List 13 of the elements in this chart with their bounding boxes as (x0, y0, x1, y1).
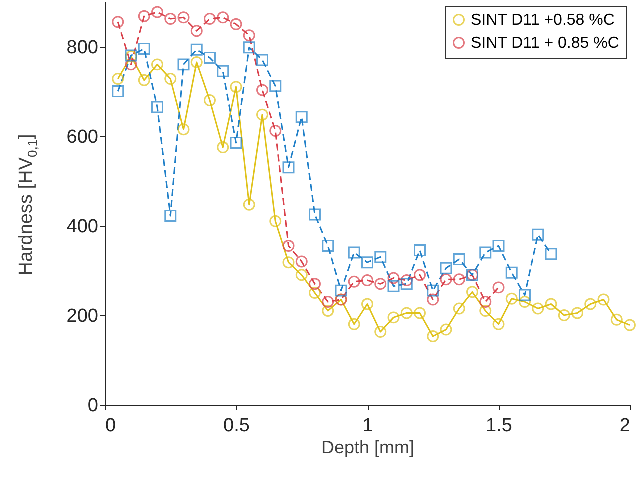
x-tick-label: 1 (362, 416, 374, 436)
y-tick-label: 600 (66, 126, 98, 148)
legend-label: SINT D11 +0.58 %C (471, 12, 615, 29)
x-axis-title: Depth [mm] (321, 438, 415, 458)
y-tick-label: 200 (66, 306, 98, 327)
y-tick-label: 800 (66, 37, 98, 58)
x-tick-label: 2 (620, 416, 630, 436)
y-tick-label: 0 (88, 396, 98, 416)
y-tick-label: 400 (66, 216, 98, 238)
x-tick-label: 0.5 (224, 416, 250, 436)
x-tick-label: 0 (106, 416, 116, 436)
x-tick-label: 1.5 (486, 416, 512, 436)
legend-label: SINT D11 + 0.85 %C (471, 35, 620, 52)
